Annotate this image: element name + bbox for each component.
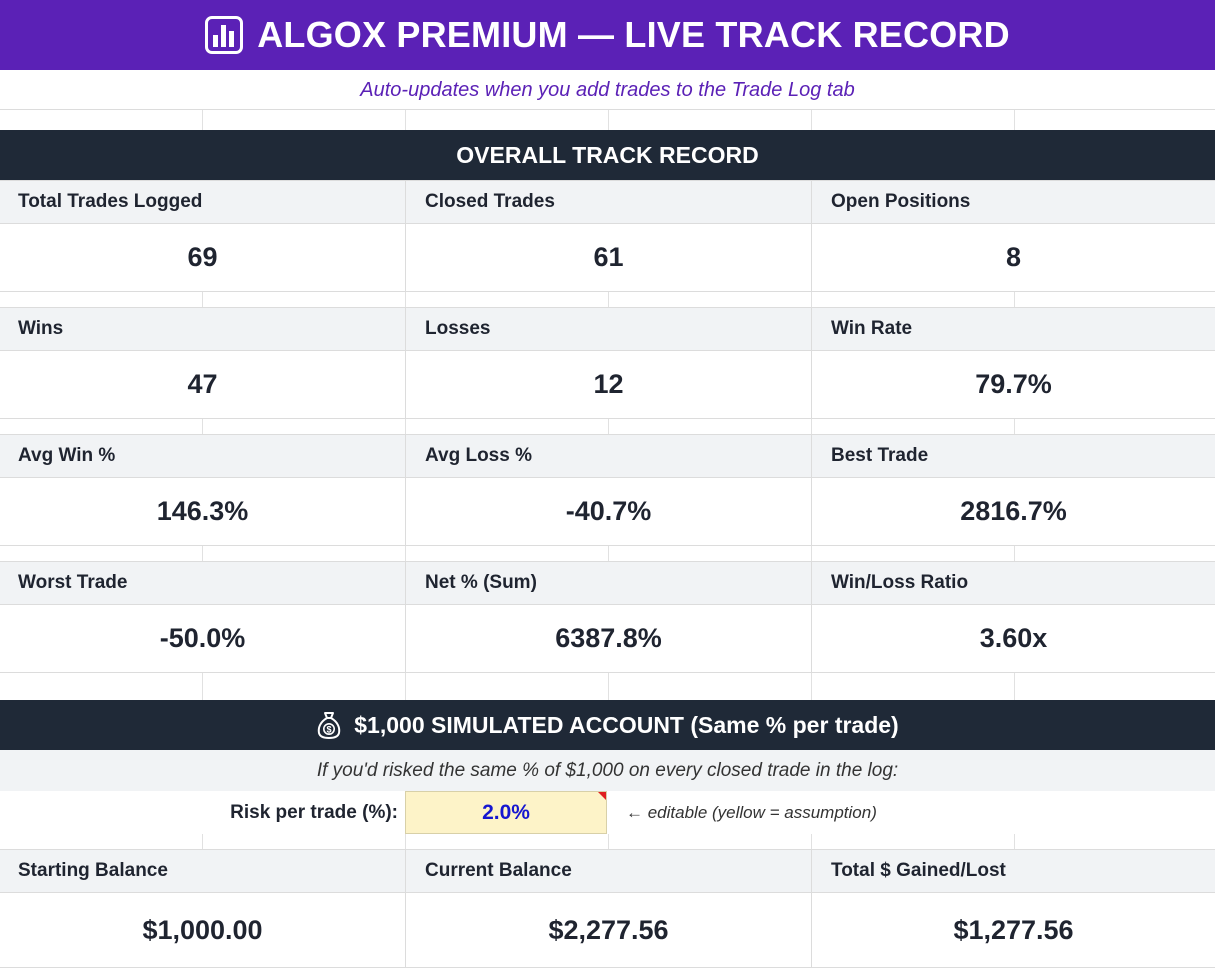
metric-label: Avg Win % [18, 445, 116, 466]
balance-value: $1,277.56 [811, 893, 1215, 967]
balance-value: $1,000.00 [142, 914, 263, 945]
metric-label: Net % (Sum) [405, 562, 811, 604]
metric-value: 61 [405, 224, 811, 291]
metric-label: Total Trades Logged [18, 191, 203, 212]
metric-value: 47 [187, 369, 218, 399]
simulation-note: If you'd risked the same % of $1,000 on … [0, 750, 1215, 791]
dashboard-subtitle: Auto-updates when you add trades to the … [360, 78, 855, 101]
metric-label: Worst Trade [18, 572, 128, 593]
money-bag-icon: $ [316, 710, 342, 740]
metric-value: 2816.7% [811, 478, 1215, 545]
metric-value: -50.0% [159, 623, 246, 653]
metric-value-row: 146.3% -40.7% 2816.7% [0, 478, 1215, 546]
balance-label: Current Balance [405, 850, 811, 892]
balance-value: $2,277.56 [405, 893, 811, 967]
metric-value: -40.7% [405, 478, 811, 545]
risk-per-trade-input[interactable]: 2.0% [405, 791, 607, 834]
simulation-title: $1,000 SIMULATED ACCOUNT (Same % per tra… [354, 711, 899, 738]
risk-note: ← editable (yellow = assumption) [626, 802, 877, 822]
metric-value: 3.60x [811, 605, 1215, 672]
track-record-title: OVERALL TRACK RECORD [456, 141, 759, 168]
metric-label-row: Total Trades Logged Closed Trades Open P… [0, 180, 1215, 224]
risk-label: Risk per trade (%): [230, 801, 398, 823]
metric-label: Avg Loss % [405, 435, 811, 477]
track-record-header: OVERALL TRACK RECORD [0, 130, 1215, 180]
comment-indicator [598, 792, 606, 800]
metric-value: 69 [187, 242, 218, 272]
metric-label: Open Positions [811, 181, 1215, 223]
metric-label: Losses [405, 308, 811, 350]
metric-value: 12 [405, 351, 811, 418]
metric-label: Wins [18, 318, 64, 339]
risk-value: 2.0% [482, 800, 530, 824]
metric-label: Best Trade [811, 435, 1215, 477]
metric-label: Win/Loss Ratio [811, 562, 1215, 604]
balance-value-row: $1,000.00 $2,277.56 $1,277.56 [0, 893, 1215, 968]
dashboard-title: ALGOX PREMIUM — LIVE TRACK RECORD [257, 14, 1010, 55]
simulation-header: $ $1,000 SIMULATED ACCOUNT (Same % per t… [0, 700, 1215, 750]
dashboard-title-bar: ALGOX PREMIUM — LIVE TRACK RECORD [0, 0, 1215, 70]
balance-label-row: Starting Balance Current Balance Total $… [0, 849, 1215, 893]
metric-value-row: -50.0% 6387.8% 3.60x [0, 605, 1215, 673]
metric-label: Win Rate [811, 308, 1215, 350]
risk-row: Risk per trade (%): 2.0% ← editable (yel… [0, 791, 1215, 834]
bar-chart-icon [205, 16, 244, 54]
metric-value: 8 [811, 224, 1215, 291]
metric-value-row: 47 12 79.7% [0, 351, 1215, 419]
metric-label-row: Avg Win % Avg Loss % Best Trade [0, 434, 1215, 478]
metric-label-row: Worst Trade Net % (Sum) Win/Loss Ratio [0, 561, 1215, 605]
metric-value-row: 69 61 8 [0, 224, 1215, 292]
metric-label-row: Wins Losses Win Rate [0, 307, 1215, 351]
metric-value: 79.7% [811, 351, 1215, 418]
svg-text:$: $ [327, 724, 332, 734]
metric-value: 146.3% [156, 496, 249, 526]
metric-value: 6387.8% [405, 605, 811, 672]
balance-label: Total $ Gained/Lost [811, 850, 1215, 892]
balance-label: Starting Balance [18, 860, 168, 881]
metric-label: Closed Trades [405, 181, 811, 223]
